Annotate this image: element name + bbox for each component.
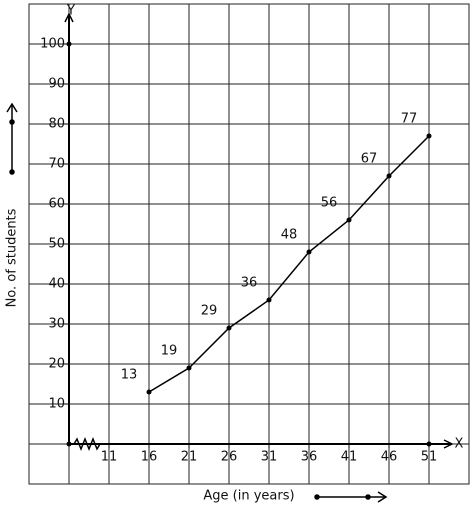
arrow-head — [443, 439, 454, 449]
data-point — [266, 297, 272, 303]
y-tick-label: 50 — [48, 237, 65, 252]
data-label: 56 — [321, 196, 338, 211]
arrow-head — [377, 491, 388, 503]
decorations — [6, 102, 388, 503]
dot — [9, 119, 15, 125]
y-tick-label: 70 — [48, 157, 65, 172]
y-axis-name: Y — [66, 4, 75, 19]
data-label: 29 — [201, 304, 218, 319]
data-point — [186, 365, 192, 371]
x-tick-label: 36 — [301, 450, 318, 465]
data-label: 77 — [401, 112, 418, 127]
data-label: 19 — [161, 344, 178, 359]
y-tick-label: 40 — [48, 277, 65, 292]
y-tick-label: 100 — [40, 37, 65, 52]
y-tick-label: 80 — [48, 117, 65, 132]
data-label: 13 — [121, 368, 138, 383]
x-tick-label: 31 — [261, 450, 278, 465]
axis-dot — [66, 441, 72, 447]
y-tick-label: 10 — [48, 397, 65, 412]
y-tick-label: 60 — [48, 197, 65, 212]
data-point — [426, 133, 432, 139]
data-point — [346, 217, 352, 223]
data-point — [306, 249, 312, 255]
x-tick-label: 41 — [341, 450, 358, 465]
data-label: 48 — [281, 228, 298, 243]
x-axis-label: Age (in years) — [203, 489, 294, 504]
y-tick-label: 30 — [48, 317, 65, 332]
data-line — [148, 135, 430, 393]
axis-dot — [426, 441, 432, 447]
data-label: 36 — [241, 276, 258, 291]
dot — [365, 494, 371, 500]
dot — [9, 169, 15, 175]
x-tick-label: 46 — [381, 450, 398, 465]
x-tick-label: 11 — [101, 450, 118, 465]
data-point — [386, 173, 392, 179]
x-tick-label: 26 — [221, 450, 238, 465]
arrow-head — [6, 102, 18, 113]
data-label: 67 — [361, 152, 378, 167]
y-axis-label: No. of students — [5, 208, 20, 307]
dot — [314, 494, 320, 500]
x-tick-label: 21 — [181, 450, 198, 465]
data-point — [146, 389, 152, 395]
x-tick-label: 16 — [141, 450, 158, 465]
y-tick-label: 90 — [48, 77, 65, 92]
y-tick-label: 20 — [48, 357, 65, 372]
axis-dot — [66, 41, 72, 47]
x-tick-label: 51 — [421, 450, 438, 465]
data-point — [226, 325, 232, 331]
arrow-head — [64, 12, 74, 23]
